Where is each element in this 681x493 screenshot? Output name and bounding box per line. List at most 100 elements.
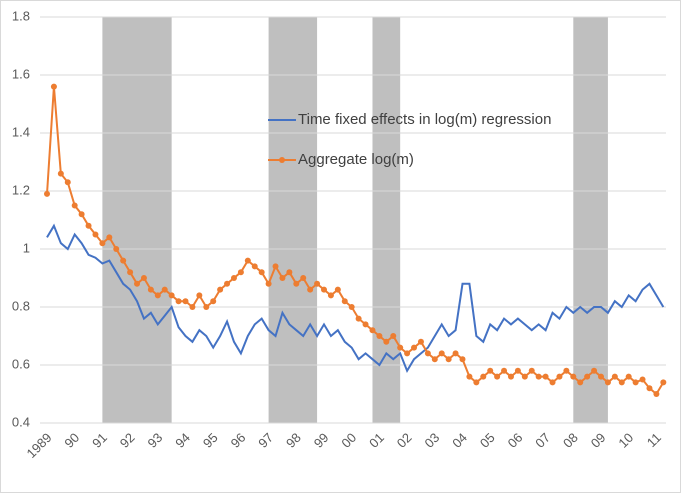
point-marker [307, 286, 314, 293]
point-marker [334, 286, 341, 293]
point-marker [140, 275, 147, 281]
point-marker [653, 391, 660, 397]
point-marker [660, 379, 667, 386]
point-marker [494, 373, 501, 380]
point-marker [147, 286, 154, 293]
point-marker [556, 373, 563, 380]
point-marker [369, 327, 376, 334]
point-marker [466, 373, 473, 380]
point-marker [348, 304, 355, 310]
point-marker [501, 367, 508, 374]
point-marker [251, 263, 258, 270]
point-marker [92, 231, 99, 238]
point-marker [487, 367, 494, 374]
point-marker [210, 298, 217, 305]
point-marker [44, 190, 50, 197]
point-marker [327, 292, 334, 299]
point-marker [625, 373, 632, 380]
point-marker [355, 315, 362, 322]
point-marker [528, 367, 535, 374]
point-marker [480, 373, 487, 380]
point-marker [438, 350, 445, 357]
point-marker [50, 83, 57, 90]
y-tick-label: 1.2 [12, 182, 30, 197]
series-line [46, 223, 665, 374]
point-marker [598, 373, 604, 380]
point-marker [321, 286, 327, 293]
point-marker [293, 280, 300, 287]
shaded-region [268, 17, 318, 423]
point-marker [64, 179, 71, 186]
point-marker [542, 373, 549, 380]
point-marker [514, 367, 521, 374]
point-marker [376, 333, 383, 339]
point-marker [182, 298, 189, 305]
legend-label: Time fixed effects in log(m) regression [298, 111, 551, 128]
point-marker [424, 350, 431, 357]
point-marker [272, 263, 279, 270]
point-marker [265, 280, 272, 287]
point-marker [314, 280, 321, 287]
point-marker [431, 356, 438, 363]
point-marker [286, 269, 293, 276]
point-marker [618, 379, 625, 386]
point-marker [390, 333, 397, 339]
point-marker [591, 367, 598, 374]
point-marker [632, 379, 639, 386]
point-marker [535, 373, 542, 380]
point-marker [397, 344, 404, 351]
point-marker [584, 373, 591, 380]
point-marker [244, 257, 251, 264]
point-marker [279, 275, 286, 281]
point-marker [341, 298, 348, 305]
point-marker [99, 240, 106, 247]
y-tick-label: 1 [23, 240, 30, 255]
y-tick-label: 0.6 [12, 356, 30, 371]
y-tick-label: 1.4 [12, 124, 30, 139]
point-marker [452, 350, 459, 357]
point-marker [78, 211, 85, 218]
point-marker [473, 379, 480, 386]
point-marker [258, 269, 265, 276]
point-marker [134, 280, 141, 287]
point-marker [411, 344, 418, 351]
legend-marker [279, 157, 285, 163]
point-marker [507, 373, 514, 380]
point-marker [154, 292, 161, 299]
point-marker [604, 379, 611, 386]
point-marker [175, 298, 182, 305]
y-tick-label: 1.8 [12, 8, 30, 23]
point-marker [300, 275, 307, 281]
point-marker [217, 286, 224, 293]
point-marker [120, 257, 127, 264]
point-marker [71, 202, 78, 209]
y-tick-label: 0.4 [12, 414, 30, 429]
shaded-region [102, 17, 172, 423]
point-marker [383, 338, 390, 345]
y-tick-label: 0.8 [12, 298, 30, 313]
point-marker [113, 246, 120, 252]
shaded-region [573, 17, 608, 423]
point-marker [230, 275, 237, 281]
point-marker [404, 350, 411, 357]
point-marker [127, 269, 134, 276]
point-marker [362, 321, 369, 328]
legend-label: Aggregate log(m) [298, 151, 414, 168]
point-marker [577, 379, 584, 386]
point-marker [570, 373, 577, 380]
point-marker [417, 338, 424, 345]
point-marker [563, 367, 570, 374]
point-marker [224, 280, 231, 287]
y-tick-label: 1.6 [12, 66, 30, 81]
point-marker [237, 269, 244, 276]
point-marker [639, 376, 646, 383]
point-marker [203, 304, 210, 310]
point-marker [611, 373, 618, 380]
point-marker [161, 286, 168, 293]
point-marker [168, 292, 175, 299]
point-marker [57, 170, 64, 177]
point-marker [521, 373, 528, 380]
point-marker [189, 304, 196, 310]
point-marker [445, 356, 452, 363]
point-marker [196, 292, 203, 299]
